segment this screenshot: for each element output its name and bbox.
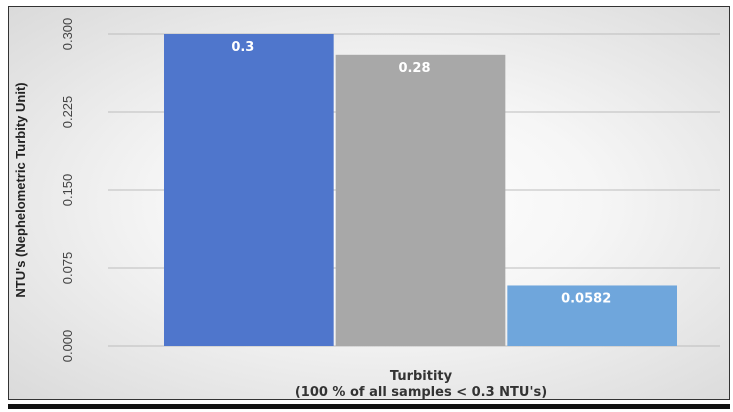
y-axis-label: NTU's (Nephelometric Turbity Unit) <box>13 82 28 297</box>
data-label-2: 0.0582 <box>561 291 611 306</box>
bar-0 <box>164 34 334 346</box>
y-axis-ticks: 0.000 0.075 0.150 0.225 0.300 <box>60 18 75 363</box>
bottom-rule <box>8 404 730 409</box>
x-axis-label: Turbitity <box>390 369 453 384</box>
data-label-0: 0.3 <box>231 40 254 55</box>
bars <box>164 34 677 347</box>
y-tick-label-1: 0.075 <box>60 252 75 285</box>
x-axis-label-subtitle: (100 % of all samples < 0.3 NTU's) <box>295 385 547 400</box>
bar-1 <box>335 54 506 347</box>
y-tick-label-0: 0.000 <box>60 330 75 363</box>
data-labels: 0.3 0.28 0.0582 <box>231 40 611 306</box>
y-tick-label-2: 0.150 <box>60 174 75 207</box>
y-tick-label-4: 0.300 <box>60 18 75 51</box>
y-tick-label-3: 0.225 <box>60 96 75 129</box>
data-label-1: 0.28 <box>398 61 430 76</box>
bar-2 <box>507 285 677 346</box>
